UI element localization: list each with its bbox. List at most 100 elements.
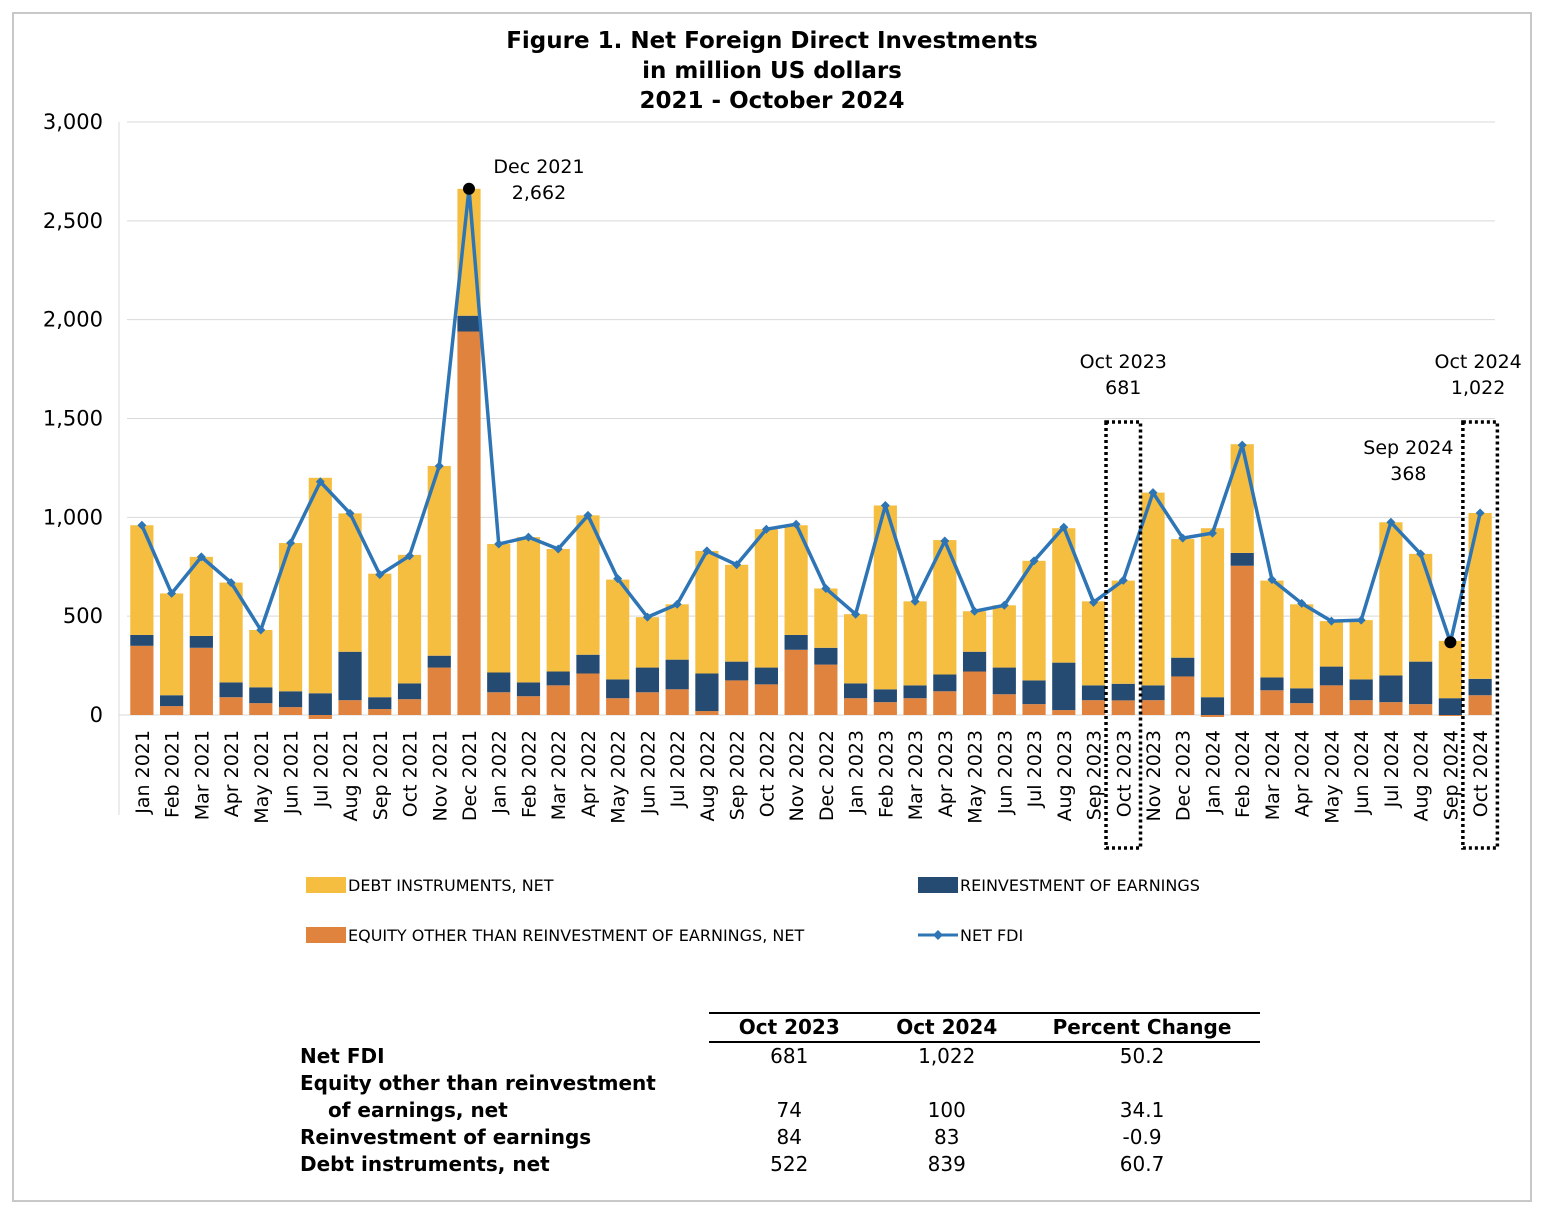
summary-value: 522 (770, 1152, 809, 1176)
net-fdi-point (1475, 508, 1485, 518)
x-tick-label: Jun 2024 (1351, 730, 1373, 815)
x-tick-label: Mar 2024 (1262, 730, 1284, 820)
summary-value: 50.2 (1119, 1044, 1165, 1068)
net-fdi-point (821, 583, 831, 593)
bar-segment (754, 667, 778, 685)
net-fdi-point (910, 596, 920, 606)
bar-segment (219, 682, 243, 698)
bar-segment (992, 694, 1016, 715)
x-tick-label: Apr 2022 (578, 730, 600, 817)
x-tick-label: Sep 2023 (1084, 730, 1106, 820)
summary-value: 34.1 (1119, 1098, 1165, 1122)
bar-segment (814, 647, 838, 665)
bar-segment (606, 698, 630, 715)
bar-segment (427, 655, 451, 668)
bar-segment (814, 664, 838, 715)
net-fdi-point (1356, 615, 1366, 625)
x-tick-label: Apr 2023 (935, 730, 957, 817)
net-fdi-point (1326, 616, 1336, 626)
x-tick-label: Feb 2023 (875, 730, 897, 818)
bar-segment (1141, 700, 1165, 715)
bar-segment (725, 680, 749, 715)
bar-segment (487, 544, 511, 673)
x-tick-label: Nov 2021 (429, 730, 451, 821)
bar-segment (1230, 565, 1254, 715)
x-axis-labels: Jan 2021 Feb 2021 Mar 2021 Apr 2021 May 2021… (132, 730, 1492, 824)
x-tick-label: Mar 2021 (191, 730, 213, 820)
summary-label: Net FDI (300, 1043, 385, 1068)
bar-segment (1022, 704, 1046, 715)
net-fdi-point (999, 600, 1009, 610)
bars (130, 188, 1492, 719)
bar-segment (635, 667, 660, 693)
x-tick-label: Feb 2022 (518, 730, 540, 818)
x-tick-label: Sep 2021 (370, 730, 392, 820)
annotation-label: 368 (1390, 463, 1426, 485)
bar-segment (903, 698, 927, 715)
net-fdi-point (1029, 556, 1039, 566)
bar-segment (457, 188, 481, 316)
legend-label: NET FDI (960, 926, 1023, 945)
bar-segment (784, 649, 808, 715)
x-tick-label: Apr 2021 (221, 730, 243, 817)
x-tick-label: Sep 2024 (1440, 730, 1462, 820)
bar-segment (725, 564, 749, 662)
bar-segment (1230, 444, 1254, 553)
bar-segment (397, 683, 422, 700)
net-fdi-point (1207, 528, 1217, 538)
legend-swatch (306, 927, 346, 943)
annotation-label: Sep 2024 (1363, 437, 1453, 459)
net-fdi-point (583, 510, 593, 520)
bar-segment (576, 673, 600, 715)
x-tick-label: Dec 2021 (459, 730, 481, 821)
x-tick-label: May 2022 (608, 730, 630, 824)
net-fdi-point (137, 520, 147, 530)
summary-label: Equity other than reinvestment (300, 1071, 656, 1095)
net-fdi-point (672, 599, 682, 609)
bar-segment (606, 579, 630, 680)
x-tick-label: Jul 2022 (667, 730, 689, 808)
y-tick-label: 1,500 (43, 407, 103, 431)
summary-header-percent-change: Percent Change (1024, 1012, 1260, 1043)
bar-segment (308, 715, 332, 719)
highlight-dot (463, 182, 475, 195)
bar-segment (457, 315, 481, 332)
y-tick-label: 2,500 (43, 209, 103, 233)
x-tick-label: Nov 2023 (1143, 730, 1165, 821)
chart-title-line-2: in million US dollars (642, 58, 902, 84)
net-fdi-point (851, 609, 861, 619)
net-fdi-point (1118, 575, 1128, 585)
legend-swatch (306, 877, 346, 893)
net-fdi-point (375, 570, 385, 580)
bar-segment (665, 604, 689, 660)
legend: DEBT INSTRUMENTS, NET REINVESTMENT OF EAR… (306, 876, 1200, 945)
bar-segment (397, 554, 422, 684)
x-tick-label: Jun 2022 (637, 730, 659, 815)
bar-segment (1290, 604, 1314, 689)
summary-header-oct-2023: Oct 2023 (709, 1012, 870, 1043)
summary-value: -0.9 (1122, 1125, 1162, 1149)
bar-segment (160, 593, 184, 696)
legend-label: REINVESTMENT OF EARNINGS (960, 876, 1200, 895)
bar-segment (546, 685, 570, 715)
bar-segment (160, 706, 184, 715)
x-tick-label: Jan 2021 (132, 730, 154, 815)
net-fdi-point (732, 560, 742, 570)
bar-segment (160, 695, 184, 707)
bar-segment (962, 671, 987, 715)
figure-frame (12, 12, 1532, 1202)
highlight-box (1461, 420, 1500, 850)
bar-segment (249, 687, 273, 704)
x-tick-label: Nov 2022 (786, 730, 808, 821)
net-fdi-point (1416, 549, 1426, 559)
legend-label: EQUITY OTHER THAN REINVESTMENT OF EARNIN… (348, 926, 804, 945)
bar-segment (1171, 539, 1195, 658)
bar-segment (1438, 715, 1462, 716)
bar-segment (278, 707, 303, 715)
chart-title-line-1: Figure 1. Net Foreign Direct Investments (506, 28, 1038, 54)
bar-segment (1171, 657, 1195, 677)
net-fdi-point (1059, 522, 1069, 532)
bar-segment (189, 647, 213, 715)
bar-segment (1468, 512, 1492, 679)
bar-segment (1230, 552, 1254, 566)
